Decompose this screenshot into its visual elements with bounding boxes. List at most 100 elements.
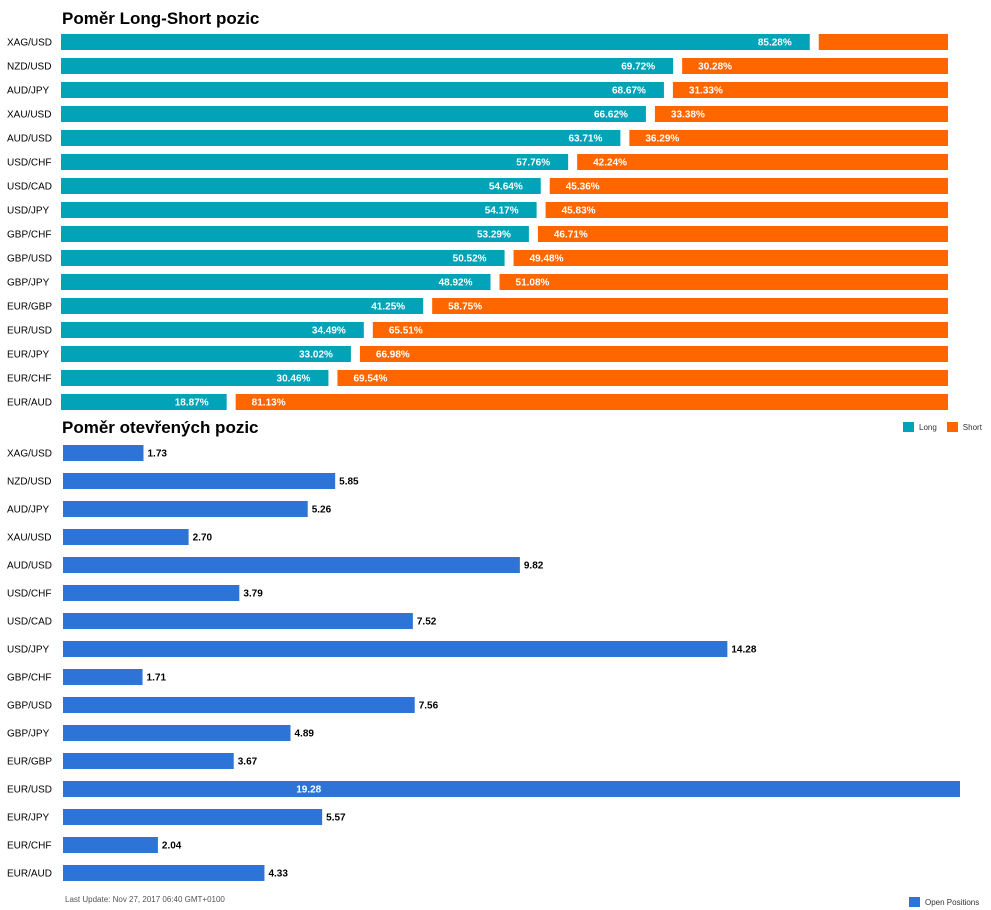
open-value-label-aud-usd: 9.82	[524, 561, 544, 572]
category-label-eur-usd: EUR/USD	[7, 326, 52, 337]
short-value-label-aud-usd: 36.29%	[645, 134, 679, 145]
legend-item-open-positions[interactable]: Open Positions	[909, 897, 979, 907]
open-value-label-gbp-usd: 7.56	[419, 701, 439, 712]
open-positions-bar-gbp-jpy	[63, 725, 291, 741]
open-positions-bar-eur-aud	[63, 865, 265, 881]
long-value-label-eur-chf: 30.46%	[277, 374, 311, 385]
short-value-label-gbp-usd: 49.48%	[530, 254, 564, 265]
legend-item-long[interactable]: Long	[903, 422, 937, 432]
short-value-label-gbp-jpy: 51.08%	[516, 278, 550, 289]
long-bar-eur-gbp	[61, 298, 424, 314]
open-category-label-usd-jpy: USD/JPY	[7, 645, 50, 656]
legend-label-short: Short	[962, 422, 982, 432]
short-value-label-eur-gbp: 58.75%	[448, 302, 482, 313]
short-value-label-nzd-usd: 30.28%	[698, 62, 732, 73]
category-label-aud-jpy: AUD/JPY	[7, 86, 50, 97]
open-value-label-xau-usd: 2.70	[193, 533, 213, 544]
open-category-label-gbp-jpy: GBP/JPY	[7, 729, 50, 740]
long-bar-gbp-chf	[61, 226, 529, 242]
long-value-label-usd-jpy: 54.17%	[485, 206, 519, 217]
open-value-label-eur-chf: 2.04	[162, 841, 182, 852]
category-label-usd-jpy: USD/JPY	[7, 206, 50, 217]
long-bar-gbp-jpy	[61, 274, 491, 290]
legend-swatch-short	[946, 422, 958, 432]
long-bar-eur-aud	[61, 394, 227, 410]
long-bar-usd-cad	[61, 178, 541, 194]
short-bar-eur-aud	[235, 394, 949, 410]
short-value-label-usd-jpy: 45.83%	[562, 206, 596, 217]
legend-swatch-long	[903, 422, 914, 432]
long-value-label-aud-usd: 63.71%	[568, 134, 602, 145]
short-value-label-xau-usd: 33.38%	[671, 110, 705, 121]
open-positions-chart-title: Poměr otevřených pozic	[62, 418, 259, 437]
short-value-label-eur-usd: 65.51%	[389, 326, 423, 337]
long-value-label-gbp-chf: 53.29%	[477, 230, 511, 241]
short-bar-eur-gbp	[432, 298, 948, 314]
open-positions-bar-gbp-chf	[63, 669, 143, 685]
category-label-usd-cad: USD/CAD	[7, 182, 52, 193]
open-value-label-eur-jpy: 5.57	[326, 813, 346, 824]
short-bar-gbp-usd	[513, 250, 948, 266]
open-positions-bar-eur-jpy	[63, 809, 323, 825]
short-bar-eur-chf	[337, 370, 948, 386]
long-bar-eur-usd	[61, 322, 364, 338]
open-value-label-eur-usd: 19.28	[296, 785, 321, 796]
legend-label-open-positions: Open Positions	[925, 897, 980, 907]
long-value-label-usd-chf: 57.76%	[516, 158, 550, 169]
open-value-label-eur-aud: 4.33	[268, 869, 288, 880]
open-positions-bar-eur-chf	[63, 837, 158, 853]
open-positions-bar-gbp-usd	[63, 697, 415, 713]
open-value-label-eur-gbp: 3.67	[238, 757, 258, 768]
long-value-label-eur-jpy: 33.02%	[299, 350, 333, 361]
long-bar-eur-chf	[61, 370, 329, 386]
open-category-label-aud-jpy: AUD/JPY	[7, 505, 50, 516]
short-value-label-gbp-chf: 46.71%	[554, 230, 588, 241]
open-positions-bar-usd-cad	[63, 613, 413, 629]
category-label-gbp-usd: GBP/USD	[7, 254, 52, 265]
short-value-label-aud-jpy: 31.33%	[689, 86, 723, 97]
short-bar-gbp-chf	[537, 226, 948, 242]
long-short-chart-title: Poměr Long-Short pozic	[62, 9, 260, 28]
short-bar-nzd-usd	[682, 58, 948, 74]
open-value-label-usd-cad: 7.52	[417, 617, 437, 628]
category-label-usd-chf: USD/CHF	[7, 158, 51, 169]
long-value-label-eur-aud: 18.87%	[175, 398, 209, 409]
open-value-label-gbp-jpy: 4.89	[295, 729, 315, 740]
long-bar-xag-usd	[61, 34, 810, 50]
open-positions-bar-eur-usd	[63, 781, 960, 797]
long-value-label-xag-usd: 85.28%	[758, 38, 792, 49]
short-bar-xag-usd	[818, 34, 948, 50]
open-category-label-usd-cad: USD/CAD	[7, 617, 52, 628]
open-category-label-aud-usd: AUD/USD	[7, 561, 52, 572]
long-value-label-xau-usd: 66.62%	[594, 110, 628, 121]
long-bar-xau-usd	[61, 106, 646, 122]
category-label-aud-usd: AUD/USD	[7, 134, 52, 145]
legend-swatch-open-positions	[909, 897, 920, 907]
last-update-text: Last Update: Nov 27, 2017 06:40 GMT+0100	[65, 895, 225, 904]
long-value-label-usd-cad: 54.64%	[489, 182, 523, 193]
long-value-label-gbp-jpy: 48.92%	[439, 278, 473, 289]
category-label-eur-aud: EUR/AUD	[7, 398, 52, 409]
short-value-label-eur-chf: 69.54%	[353, 374, 387, 385]
open-category-label-eur-aud: EUR/AUD	[7, 869, 52, 880]
short-value-label-eur-jpy: 66.98%	[376, 350, 410, 361]
short-bar-aud-usd	[629, 130, 948, 146]
long-value-label-eur-usd: 34.49%	[312, 326, 346, 337]
long-short-legend: Long Short	[903, 422, 982, 432]
short-bar-eur-jpy	[359, 346, 948, 362]
long-bar-usd-jpy	[61, 202, 537, 218]
short-bar-usd-chf	[577, 154, 948, 170]
open-positions-legend: Open Positions	[909, 897, 979, 907]
open-value-label-gbp-chf: 1.71	[147, 673, 167, 684]
short-value-label-eur-aud: 81.13%	[252, 398, 286, 409]
long-bar-eur-jpy	[61, 346, 351, 362]
long-value-label-aud-jpy: 68.67%	[612, 86, 646, 97]
legend-item-short[interactable]: Short	[946, 422, 982, 432]
open-value-label-usd-chf: 3.79	[243, 589, 263, 600]
open-category-label-eur-gbp: EUR/GBP	[7, 757, 52, 768]
category-label-eur-gbp: EUR/GBP	[7, 302, 52, 313]
open-value-label-xag-usd: 1.73	[147, 449, 167, 460]
open-category-label-eur-chf: EUR/CHF	[7, 841, 51, 852]
category-label-xau-usd: XAU/USD	[7, 110, 51, 121]
